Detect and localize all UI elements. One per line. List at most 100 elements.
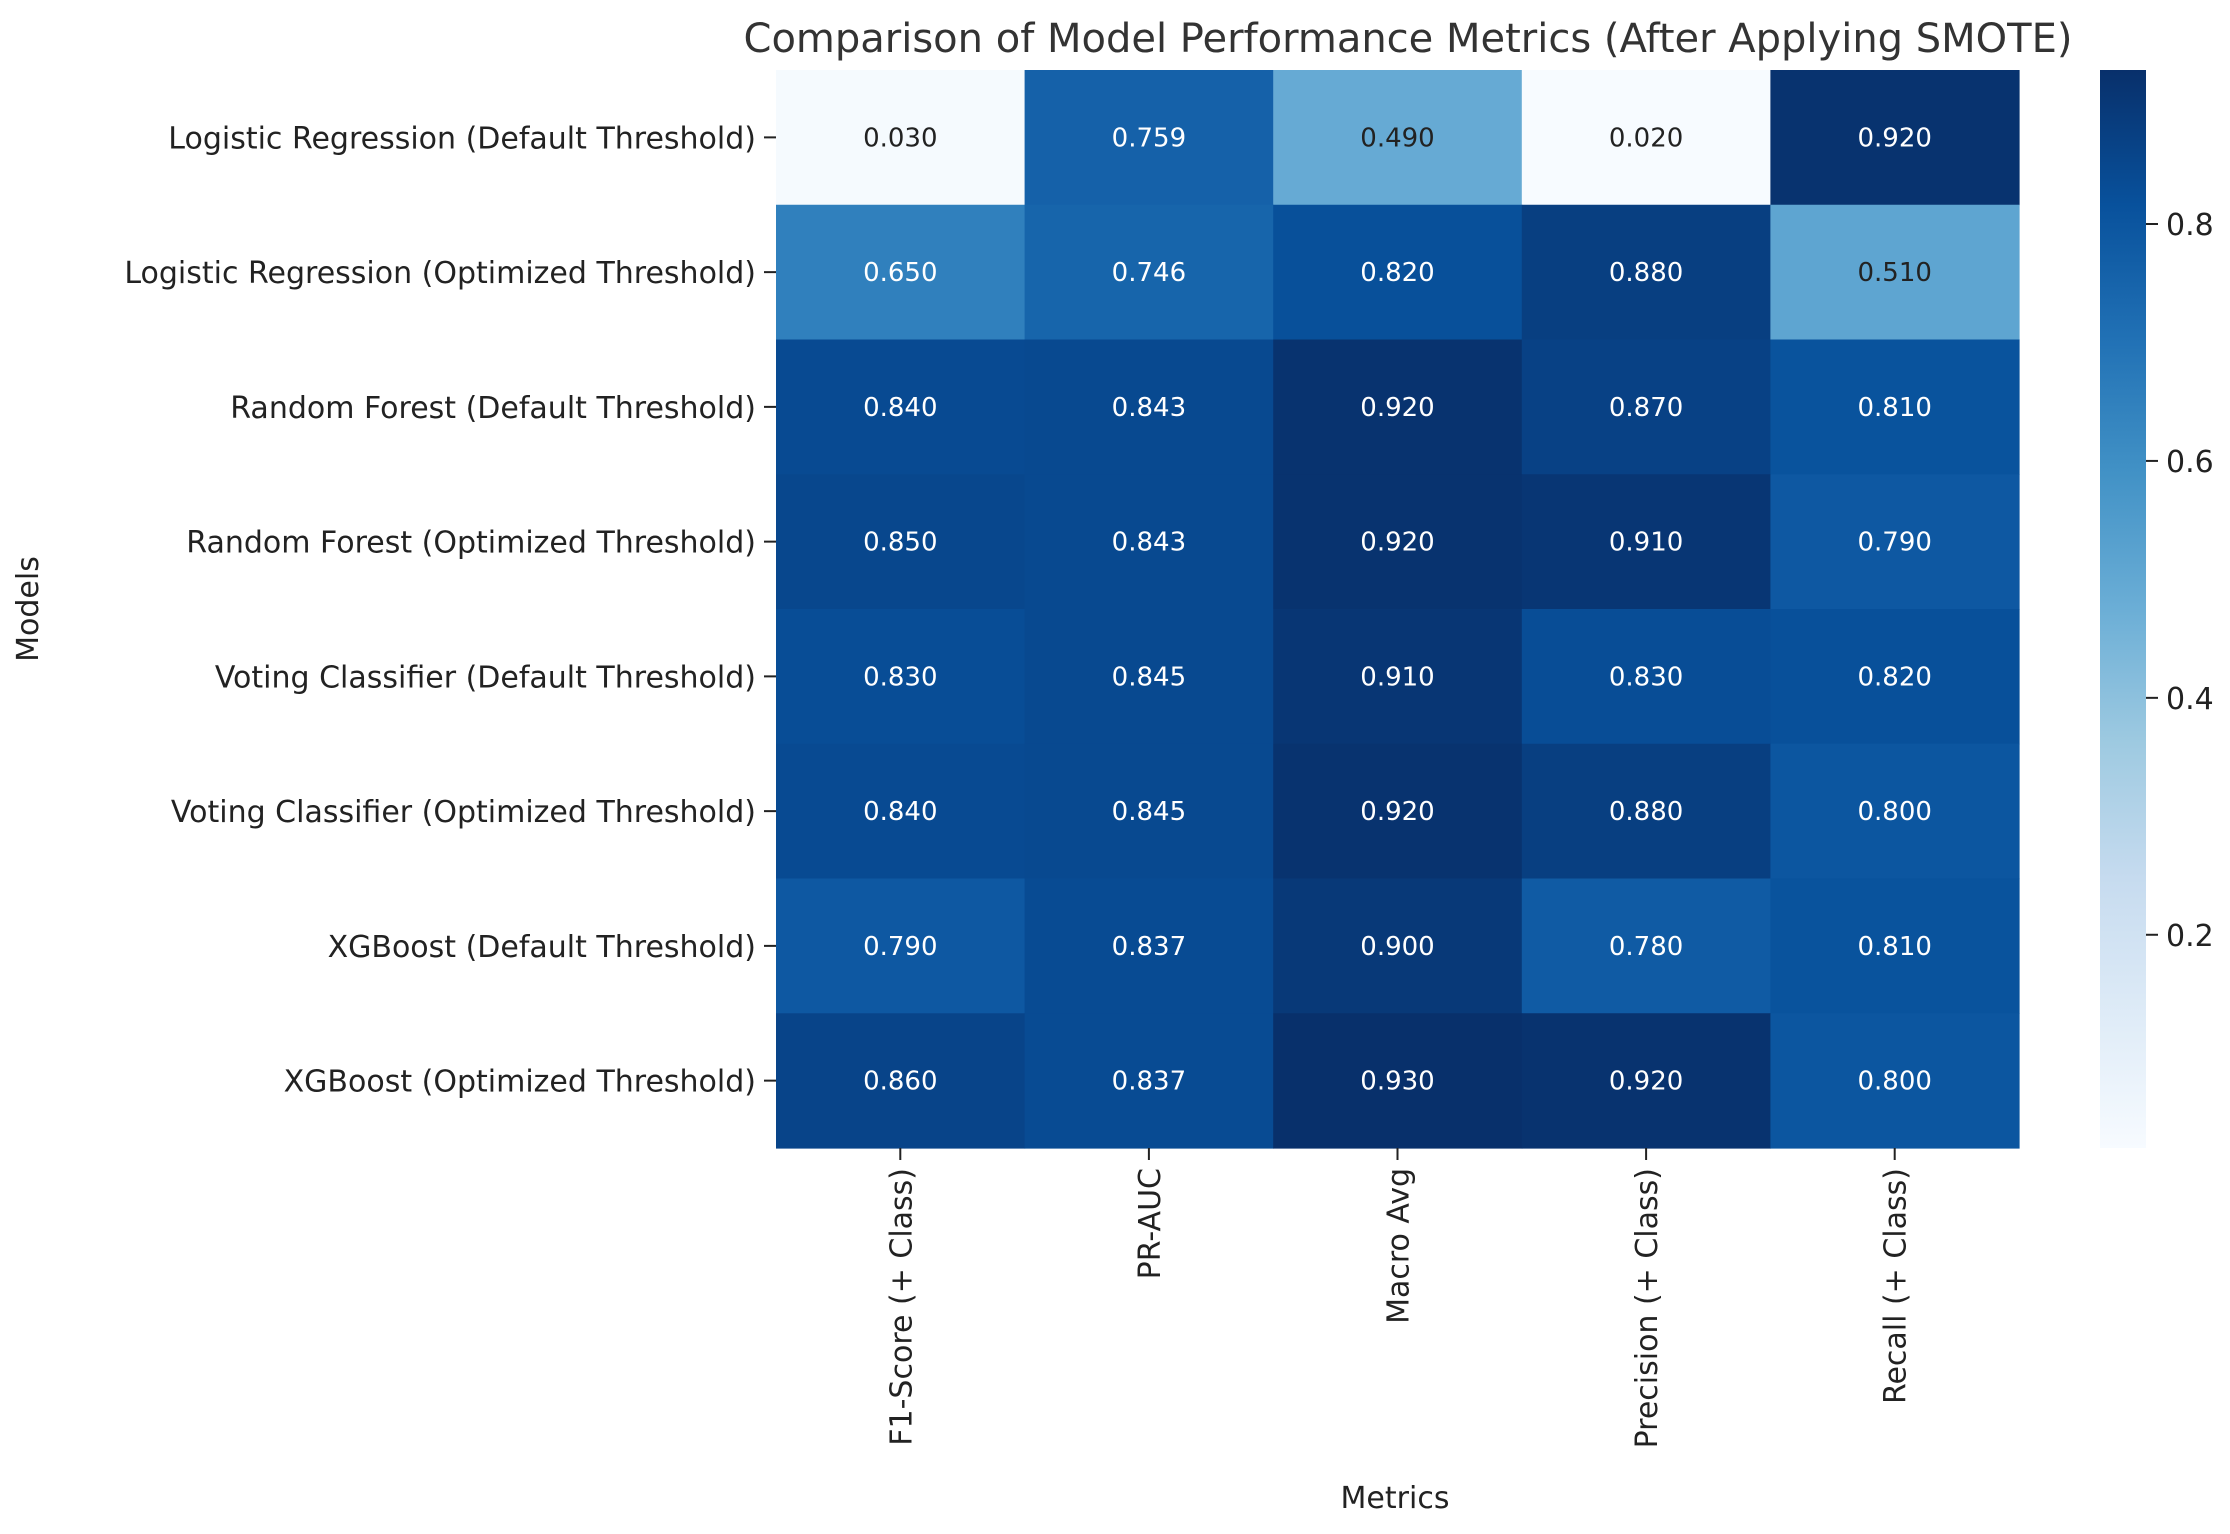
cell-value-label: 0.837 xyxy=(1112,932,1186,962)
heatmap-cell-labels: 0.030 0.759 0.490 0.020 0.920 0.650 0.746 0.820… xyxy=(863,123,1932,1096)
heatmap-cell xyxy=(1521,204,1771,341)
column-labels: F1-Score (+ Class) PR-AUC Macro Avg Precisi… xyxy=(884,1148,1914,1448)
cell-value-label: 0.880 xyxy=(1609,797,1683,827)
cell-value-label: 0.880 xyxy=(1609,258,1683,288)
cell-value-label: 0.790 xyxy=(1857,528,1931,558)
heatmap-cell xyxy=(1521,1013,1771,1149)
cell-value-label: 0.830 xyxy=(1609,662,1683,692)
row-label-logistic-regression-optimized-threshold: Logistic Regression (Optimized Threshold… xyxy=(124,256,756,291)
heatmap-cell xyxy=(1770,743,2020,880)
column-label-recall-class: Recall (+ Class) xyxy=(1879,1168,1914,1404)
cell-value-label: 0.920 xyxy=(1857,123,1931,153)
heatmap-cell xyxy=(776,743,1026,880)
y-axis-title: Models xyxy=(11,556,46,662)
column-label-f1-score-class: F1-Score (+ Class) xyxy=(884,1168,919,1446)
heatmap-cell xyxy=(1770,878,2020,1014)
heatmap-cell xyxy=(1273,474,1523,610)
heatmap-cell xyxy=(1024,474,1274,610)
colorbar-tick-label: 0.6 xyxy=(2166,445,2214,480)
cell-value-label: 0.860 xyxy=(863,1067,937,1097)
heatmap-cell xyxy=(1770,474,2020,610)
cell-value-label: 0.820 xyxy=(1360,258,1434,288)
colorbar-ticks: 0.2 0.4 0.6 0.8 xyxy=(2146,208,2214,954)
heatmap-cell xyxy=(1521,339,1771,475)
heatmap-cell xyxy=(1273,339,1523,475)
cell-value-label: 0.910 xyxy=(1360,662,1434,692)
colorbar-tick-label: 0.8 xyxy=(2166,208,2214,243)
cell-value-label: 0.920 xyxy=(1360,528,1434,558)
chart-title: Comparison of Model Performance Metrics … xyxy=(744,16,2073,62)
cell-value-label: 0.840 xyxy=(863,393,937,423)
cell-value-label: 0.845 xyxy=(1112,662,1186,692)
heatmap-cell xyxy=(776,1013,1026,1149)
heatmap-cell xyxy=(1024,609,1274,745)
cell-value-label: 0.800 xyxy=(1857,797,1931,827)
heatmap-cell xyxy=(776,339,1026,475)
heatmap-cell xyxy=(1024,878,1274,1014)
cell-value-label: 0.840 xyxy=(863,797,937,827)
cell-value-label: 0.780 xyxy=(1609,932,1683,962)
colorbar xyxy=(2100,70,2146,1148)
heatmap-cell xyxy=(1024,339,1274,475)
cell-value-label: 0.920 xyxy=(1360,797,1434,827)
column-label-precision-class: Precision (+ Class) xyxy=(1630,1168,1665,1448)
heatmap-cell xyxy=(776,878,1026,1014)
column-label-pr-auc: PR-AUC xyxy=(1133,1168,1168,1279)
heatmap-cell xyxy=(1024,204,1274,341)
heatmap-cell xyxy=(1521,878,1771,1014)
cell-value-label: 0.930 xyxy=(1360,1067,1434,1097)
row-label-random-forest-optimized-threshold: Random Forest (Optimized Threshold) xyxy=(186,526,756,561)
heatmap-cell xyxy=(1273,878,1523,1014)
cell-value-label: 0.843 xyxy=(1112,393,1186,423)
heatmap-cell xyxy=(1770,204,2020,341)
cell-value-label: 0.746 xyxy=(1112,258,1186,288)
cell-value-label: 0.850 xyxy=(863,528,937,558)
cell-value-label: 0.843 xyxy=(1112,528,1186,558)
row-label-xgboost-default-threshold: XGBoost (Default Threshold) xyxy=(328,930,756,965)
row-label-voting-classifier-optimized-threshold: Voting Classifier (Optimized Threshold) xyxy=(171,795,756,830)
heatmap-cell xyxy=(1273,70,1523,206)
heatmap-cell xyxy=(1521,474,1771,610)
heatmap-cell xyxy=(776,474,1026,610)
row-label-logistic-regression-default-threshold: Logistic Regression (Default Threshold) xyxy=(168,121,756,156)
heatmap-cell xyxy=(1521,609,1771,745)
heatmap-cell xyxy=(1273,743,1523,880)
heatmap-cell xyxy=(776,204,1026,341)
cell-value-label: 0.900 xyxy=(1360,932,1434,962)
cell-value-label: 0.830 xyxy=(863,662,937,692)
cell-value-label: 0.800 xyxy=(1857,1067,1931,1097)
heatmap-cell xyxy=(1521,743,1771,880)
heatmap-cell xyxy=(1770,70,2020,206)
heatmap-cell xyxy=(1273,204,1523,341)
row-label-voting-classifier-default-threshold: Voting Classifier (Default Threshold) xyxy=(215,660,756,695)
heatmap-cell xyxy=(1024,1013,1274,1149)
cell-value-label: 0.837 xyxy=(1112,1067,1186,1097)
heatmap-cell xyxy=(1770,339,2020,475)
cell-value-label: 0.910 xyxy=(1609,528,1683,558)
heatmap-cell xyxy=(776,609,1026,745)
heatmap-cell xyxy=(1024,743,1274,880)
colorbar-tick-label: 0.2 xyxy=(2166,919,2214,954)
heatmap-cell xyxy=(1521,70,1771,206)
heatmap-cell xyxy=(1770,609,2020,745)
cell-value-label: 0.920 xyxy=(1360,393,1434,423)
heatmap-cell xyxy=(1024,70,1274,206)
cell-value-label: 0.810 xyxy=(1857,393,1931,423)
heatmap-cells xyxy=(776,70,2020,1149)
heatmap-cell xyxy=(776,70,1026,206)
row-labels: Logistic Regression (Default Threshold) L… xyxy=(124,121,776,1100)
cell-value-label: 0.490 xyxy=(1360,123,1434,153)
heatmap-cell xyxy=(1273,1013,1523,1149)
cell-value-label: 0.920 xyxy=(1609,1067,1683,1097)
heatmap-cell xyxy=(1273,609,1523,745)
colorbar-tick-label: 0.4 xyxy=(2166,682,2214,717)
column-label-macro-avg: Macro Avg xyxy=(1382,1168,1417,1324)
cell-value-label: 0.790 xyxy=(863,932,937,962)
cell-value-label: 0.870 xyxy=(1609,393,1683,423)
cell-value-label: 0.510 xyxy=(1857,258,1931,288)
cell-value-label: 0.845 xyxy=(1112,797,1186,827)
cell-value-label: 0.759 xyxy=(1112,123,1186,153)
cell-value-label: 0.030 xyxy=(863,123,937,153)
